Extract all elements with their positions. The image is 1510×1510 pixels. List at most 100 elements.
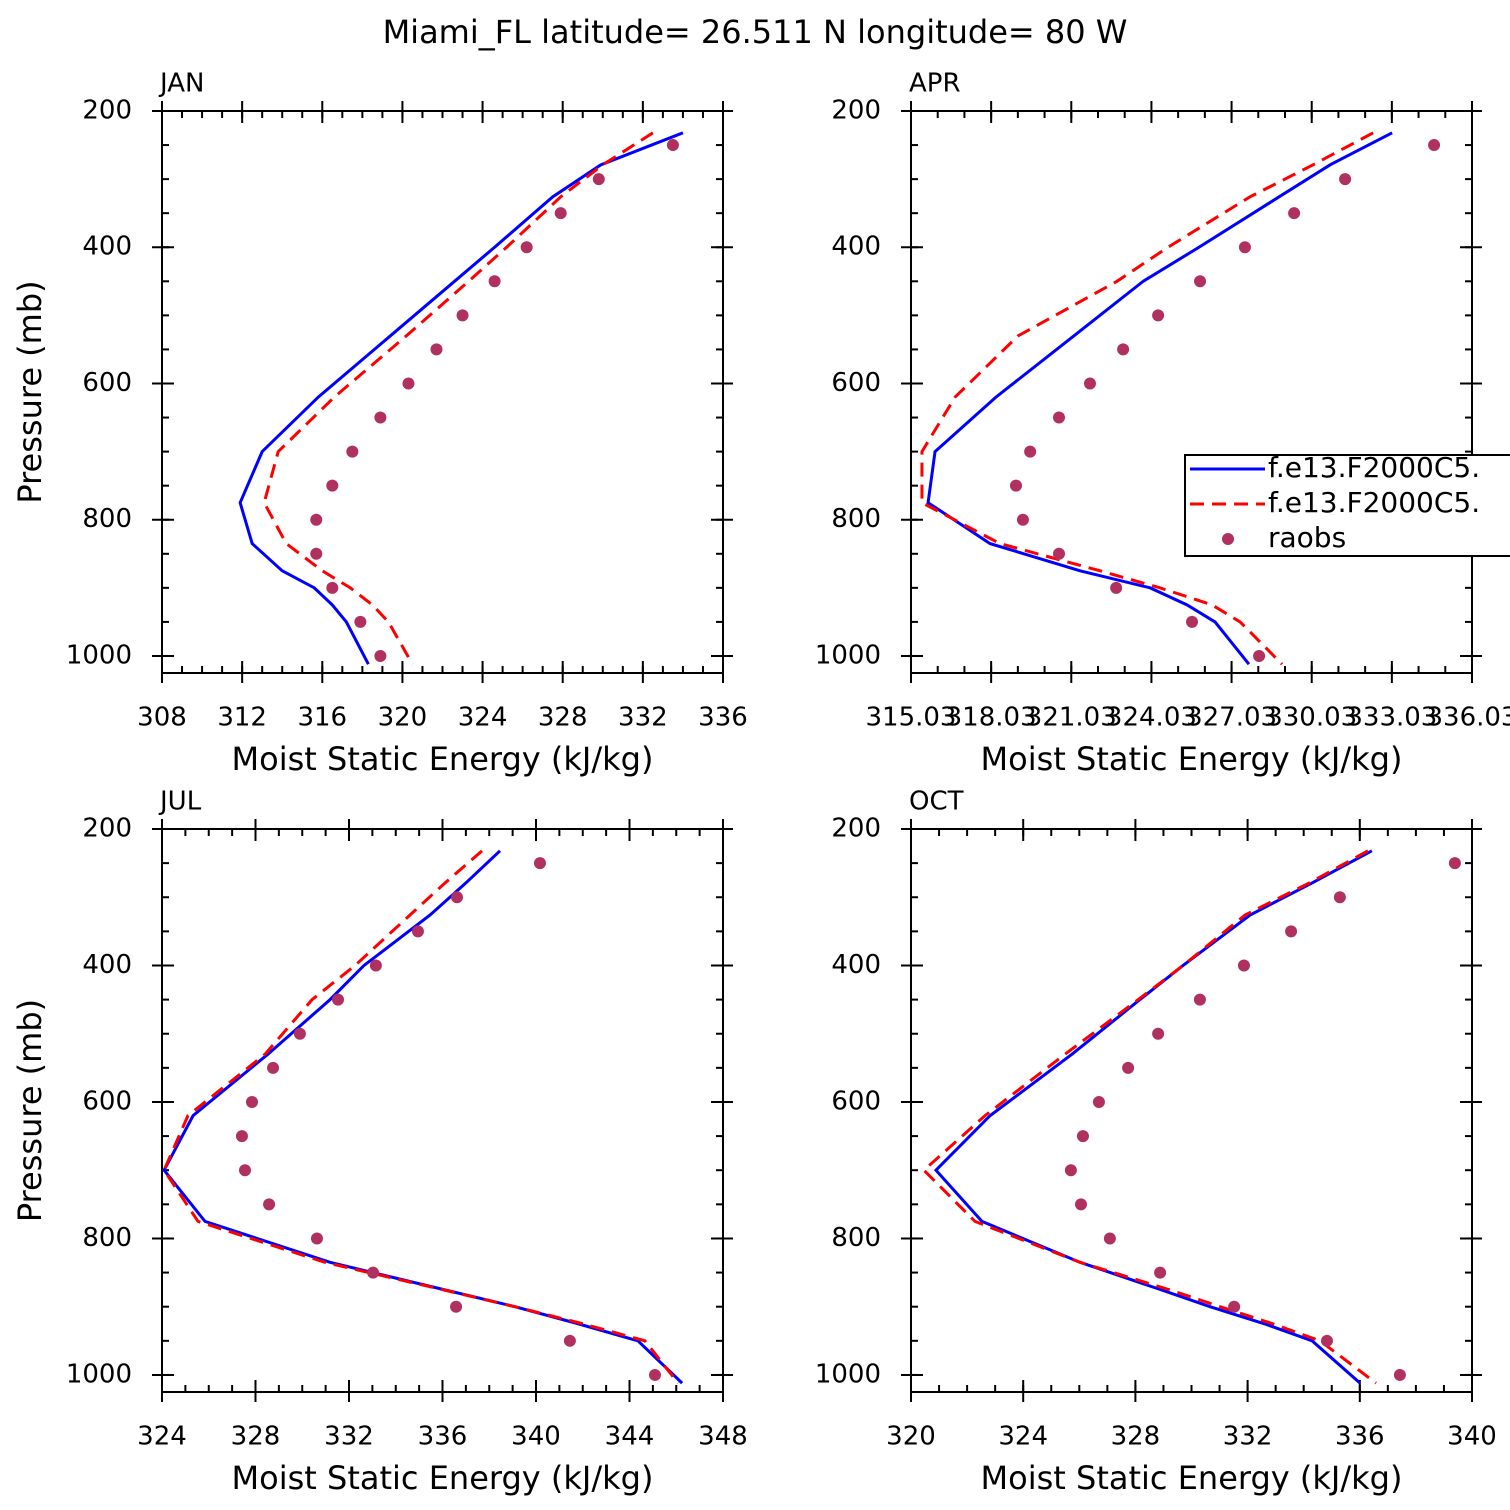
raob-marker bbox=[1448, 857, 1461, 870]
y-tick-label: 1000 bbox=[66, 1359, 132, 1389]
raob-marker bbox=[369, 959, 382, 972]
raob-marker bbox=[1428, 139, 1441, 152]
x-tick-label: 333.03 bbox=[1346, 703, 1437, 733]
y-tick-label: 200 bbox=[82, 814, 132, 844]
x-tick-label: 332 bbox=[1223, 1422, 1273, 1452]
raob-marker bbox=[310, 513, 323, 526]
raob-marker bbox=[1152, 309, 1165, 322]
x-tick-label: 340 bbox=[511, 1422, 561, 1452]
x-axis-label: Moist Static Energy (kJ/kg) bbox=[981, 740, 1403, 778]
y-axis-label: Pressure (mb) bbox=[11, 999, 49, 1222]
panel-title: JUL bbox=[158, 787, 202, 817]
y-tick-label: 200 bbox=[82, 96, 132, 126]
legend-label: f.e13.F2000C5. bbox=[1268, 486, 1480, 519]
plot-frame bbox=[161, 828, 724, 1393]
raob-marker bbox=[267, 1061, 280, 1074]
raob-marker bbox=[1320, 1334, 1333, 1347]
raob-marker bbox=[1393, 1368, 1406, 1381]
x-tick-label: 312 bbox=[217, 703, 267, 733]
raob-marker bbox=[1052, 547, 1065, 560]
raob-marker bbox=[1237, 959, 1250, 972]
raob-marker bbox=[1064, 1164, 1077, 1177]
y-tick-label: 800 bbox=[831, 504, 881, 534]
raob-marker bbox=[1186, 615, 1199, 628]
y-tick-label: 400 bbox=[82, 232, 132, 262]
x-tick-label: 336 bbox=[418, 1422, 468, 1452]
panel: 308 312 316 320 324 328 332 336 200 400 600 800 1000… bbox=[11, 69, 748, 779]
raob-marker bbox=[1154, 1266, 1167, 1279]
raob-marker bbox=[1238, 241, 1251, 254]
x-tick-label: 328 bbox=[1111, 1422, 1161, 1452]
y-tick-label: 600 bbox=[82, 1086, 132, 1116]
raob-marker bbox=[1052, 411, 1065, 424]
raob-marker bbox=[411, 925, 424, 938]
raob-marker bbox=[293, 1027, 306, 1040]
plot-frame bbox=[161, 110, 724, 674]
raob-marker bbox=[648, 1368, 661, 1381]
x-tick-label: 344 bbox=[605, 1422, 655, 1452]
raob-marker bbox=[592, 173, 605, 186]
y-tick-label: 400 bbox=[831, 232, 881, 262]
x-tick-label: 315.03 bbox=[866, 703, 957, 733]
raob-marker bbox=[1194, 275, 1207, 288]
raob-marker bbox=[263, 1198, 276, 1211]
y-axis-label: Pressure (mb) bbox=[11, 280, 49, 503]
x-tick-label: 316 bbox=[297, 703, 347, 733]
plot-frame bbox=[910, 828, 1473, 1393]
y-tick-label: 200 bbox=[831, 96, 881, 126]
raob-marker bbox=[1339, 173, 1352, 186]
panel-title: JAN bbox=[158, 69, 204, 99]
x-axis-label: Moist Static Energy (kJ/kg) bbox=[232, 740, 654, 778]
x-tick-label: 321.03 bbox=[1026, 703, 1117, 733]
raob-marker bbox=[554, 207, 567, 220]
y-tick-label: 400 bbox=[831, 950, 881, 980]
profile-line bbox=[262, 131, 654, 665]
x-tick-label: 340 bbox=[1447, 1422, 1497, 1452]
x-axis-label: Moist Static Energy (kJ/kg) bbox=[981, 1459, 1403, 1497]
x-tick-label: 348 bbox=[698, 1422, 748, 1452]
profile-line bbox=[238, 131, 684, 665]
raob-marker bbox=[1074, 1198, 1087, 1211]
raob-marker bbox=[235, 1130, 248, 1143]
raob-marker bbox=[326, 581, 339, 594]
x-axis-label: Moist Static Energy (kJ/kg) bbox=[232, 1459, 654, 1497]
raob-marker bbox=[1333, 891, 1346, 904]
raob-marker bbox=[238, 1164, 251, 1177]
raob-marker bbox=[1009, 479, 1022, 492]
profile-line bbox=[162, 849, 680, 1385]
legend: f.e13.F2000C5.f.e13.F2000C5.raobs bbox=[1184, 451, 1510, 557]
raob-marker bbox=[346, 445, 359, 458]
raob-marker bbox=[326, 479, 339, 492]
raob-marker bbox=[430, 343, 443, 356]
raob-marker bbox=[245, 1095, 258, 1108]
x-tick-label: 327.03 bbox=[1186, 703, 1277, 733]
x-tick-label: 324.03 bbox=[1106, 703, 1197, 733]
y-tick-label: 800 bbox=[82, 504, 132, 534]
x-tick-label: 324 bbox=[137, 1422, 187, 1452]
profile-line bbox=[933, 849, 1373, 1385]
y-tick-label: 800 bbox=[82, 1223, 132, 1253]
x-tick-label: 318.03 bbox=[946, 703, 1037, 733]
raob-marker bbox=[310, 1232, 323, 1245]
x-tick-label: 336.03 bbox=[1427, 703, 1510, 733]
raob-marker bbox=[1285, 925, 1298, 938]
x-tick-label: 336 bbox=[698, 703, 748, 733]
raob-marker bbox=[374, 411, 387, 424]
panel: 320 324 328 332 336 340 200 400 600 800 1000 OCT Moi… bbox=[815, 787, 1497, 1498]
y-tick-label: 600 bbox=[82, 368, 132, 398]
raob-marker bbox=[1253, 649, 1266, 662]
legend-label: raobs bbox=[1268, 521, 1346, 554]
panel-title: APR bbox=[909, 69, 961, 99]
raob-marker bbox=[1103, 1232, 1116, 1245]
y-tick-label: 600 bbox=[831, 368, 881, 398]
legend-label: f.e13.F2000C5. bbox=[1268, 451, 1480, 484]
raob-marker bbox=[1193, 993, 1206, 1006]
raob-marker bbox=[367, 1266, 380, 1279]
raob-marker bbox=[456, 309, 469, 322]
x-tick-label: 324 bbox=[998, 1422, 1048, 1452]
legend-marker bbox=[1222, 533, 1234, 545]
raob-marker bbox=[450, 891, 463, 904]
